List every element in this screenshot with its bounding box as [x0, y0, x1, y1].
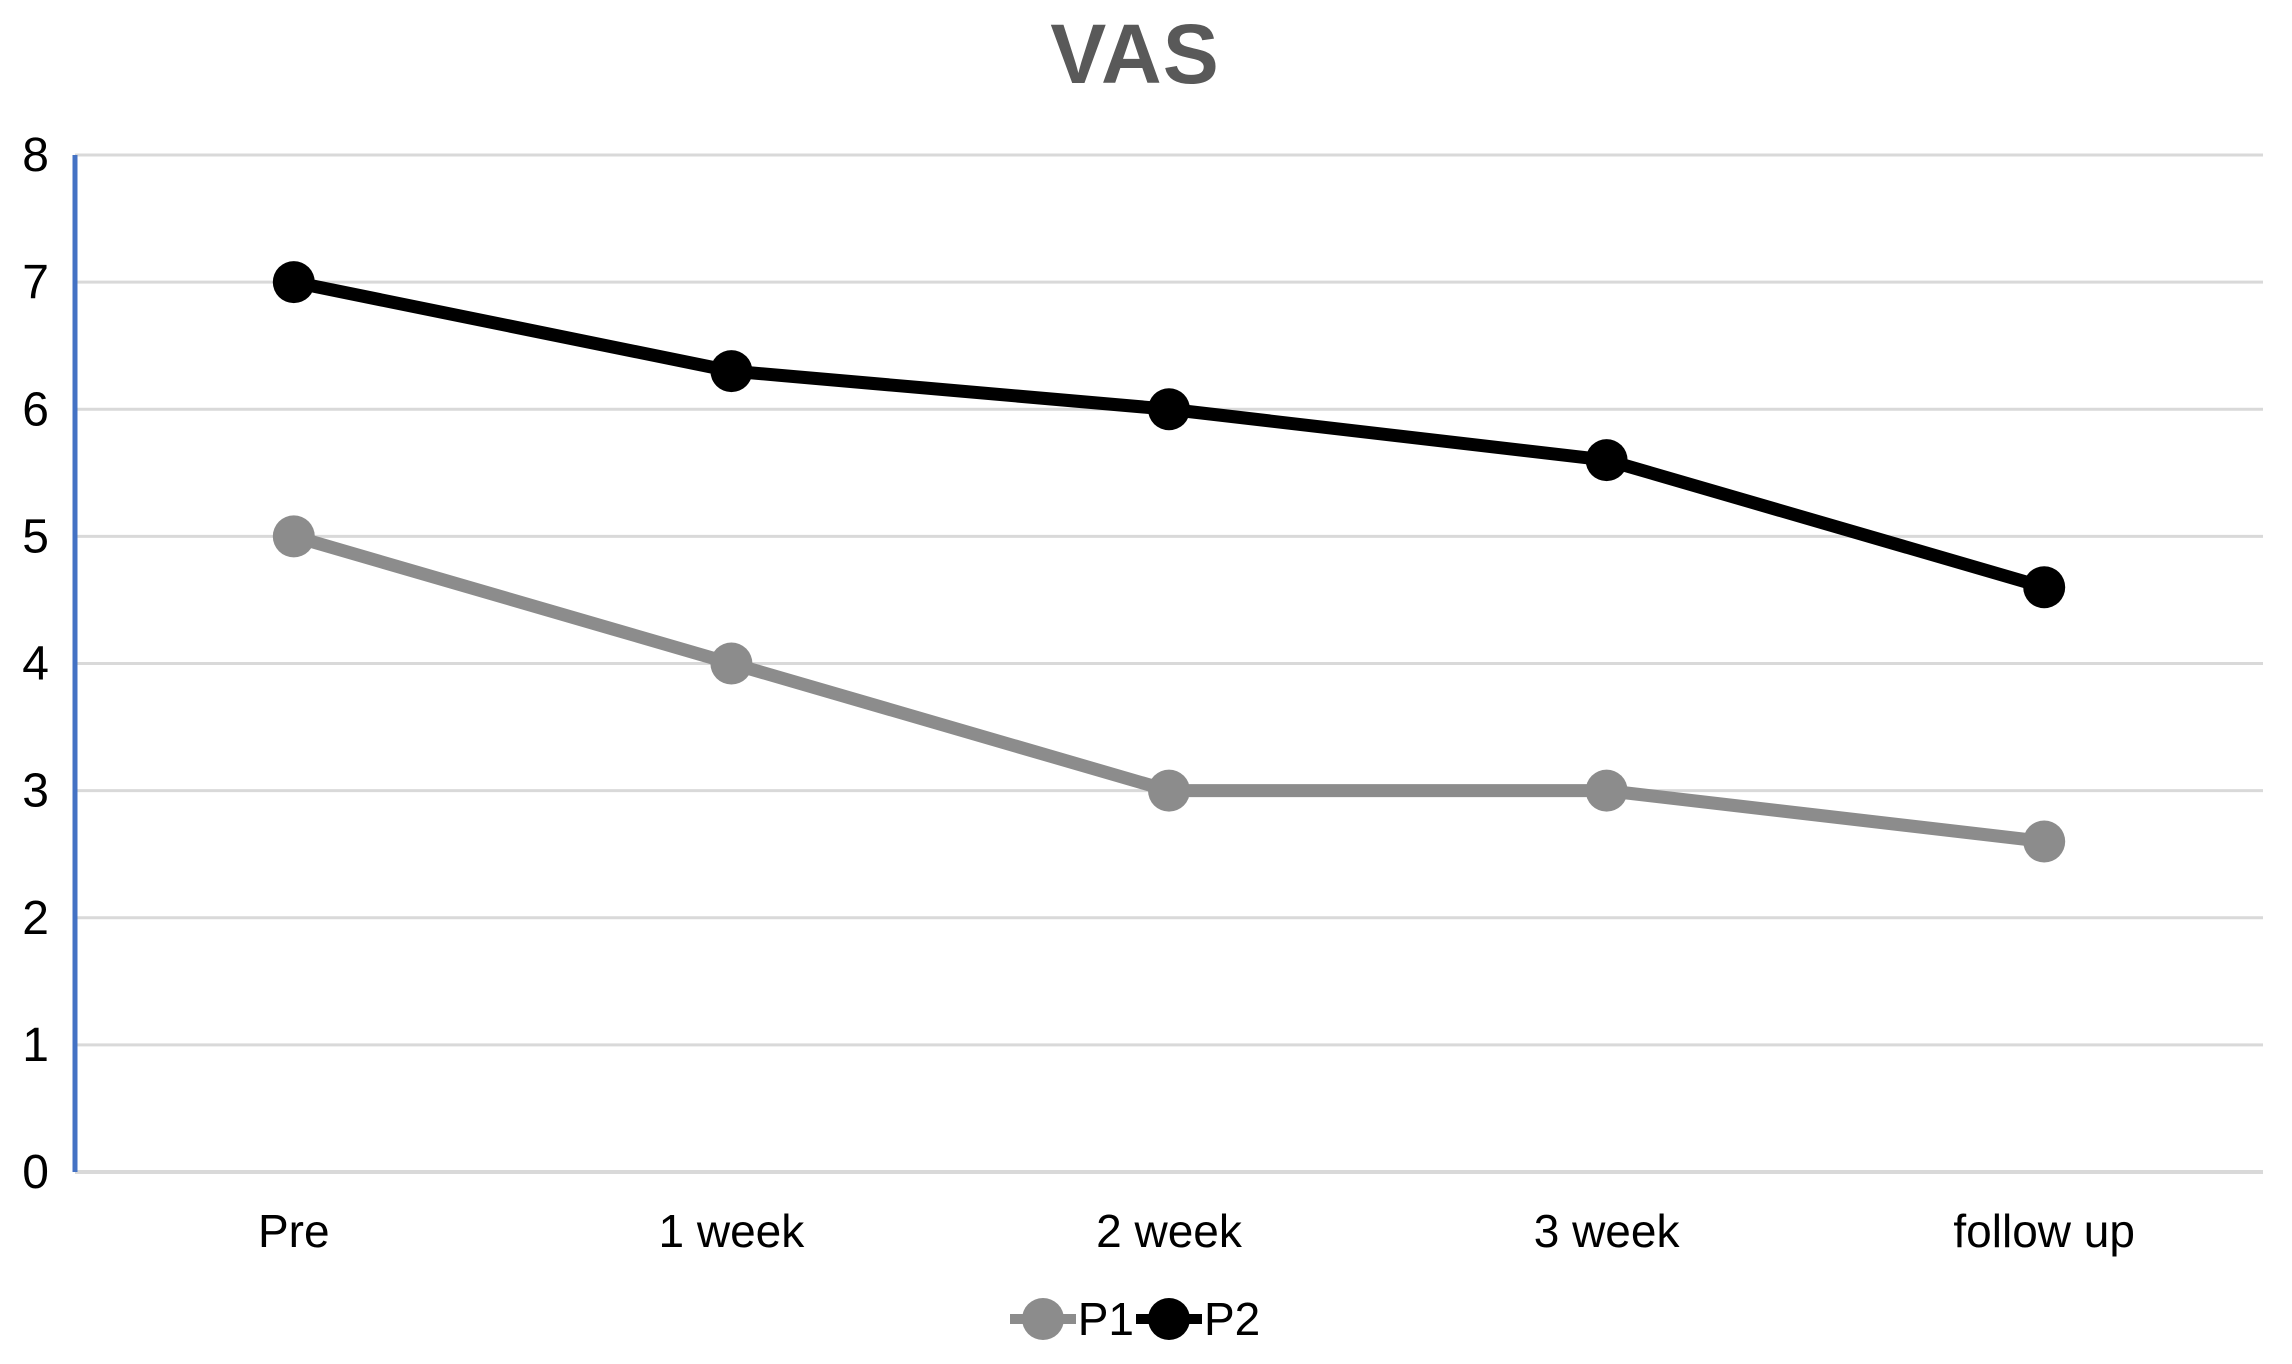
y-tick-label: 4 — [22, 638, 49, 691]
series-marker-icon — [1136, 1298, 1202, 1340]
data-point-p1 — [710, 642, 753, 685]
data-point-p2 — [710, 350, 753, 393]
data-point-p2 — [1148, 388, 1190, 431]
y-tick-label: 1 — [22, 1019, 49, 1072]
series-line-p2 — [287, 275, 2051, 594]
legend-item-p2: P2 — [1136, 1292, 1260, 1346]
data-point-p2 — [1585, 439, 1628, 482]
x-tick-label: follow up — [1953, 1205, 2135, 1257]
y-tick-label: 6 — [22, 383, 49, 436]
data-point-p1 — [1585, 769, 1628, 812]
series-marker-icon — [1009, 1298, 1076, 1340]
y-tick-label: 7 — [22, 256, 49, 309]
legend-item-p1: P1 — [1009, 1292, 1134, 1346]
x-tick-label: 1 week — [659, 1205, 806, 1257]
y-tick-label: 2 — [22, 892, 49, 945]
data-point-p2 — [272, 261, 315, 304]
data-point-p1 — [2023, 820, 2066, 863]
y-tick-label: 8 — [22, 129, 49, 182]
y-tick-label: 5 — [22, 510, 49, 563]
legend-label-p2: P2 — [1204, 1293, 1261, 1345]
chart-title: VAS — [1050, 7, 1220, 101]
y-tick-label: 0 — [22, 1146, 49, 1199]
x-tick-label: 3 week — [1534, 1205, 1681, 1257]
x-tick-label: Pre — [258, 1205, 330, 1257]
x-tick-label: 2 week — [1096, 1205, 1243, 1257]
legend: P1 P2 — [0, 1292, 2270, 1346]
data-point-p1 — [272, 515, 315, 558]
y-tick-label: 3 — [22, 765, 49, 818]
data-point-p2 — [2023, 566, 2066, 609]
data-point-p1 — [1148, 769, 1190, 812]
legend-label-p1: P1 — [1077, 1293, 1134, 1345]
